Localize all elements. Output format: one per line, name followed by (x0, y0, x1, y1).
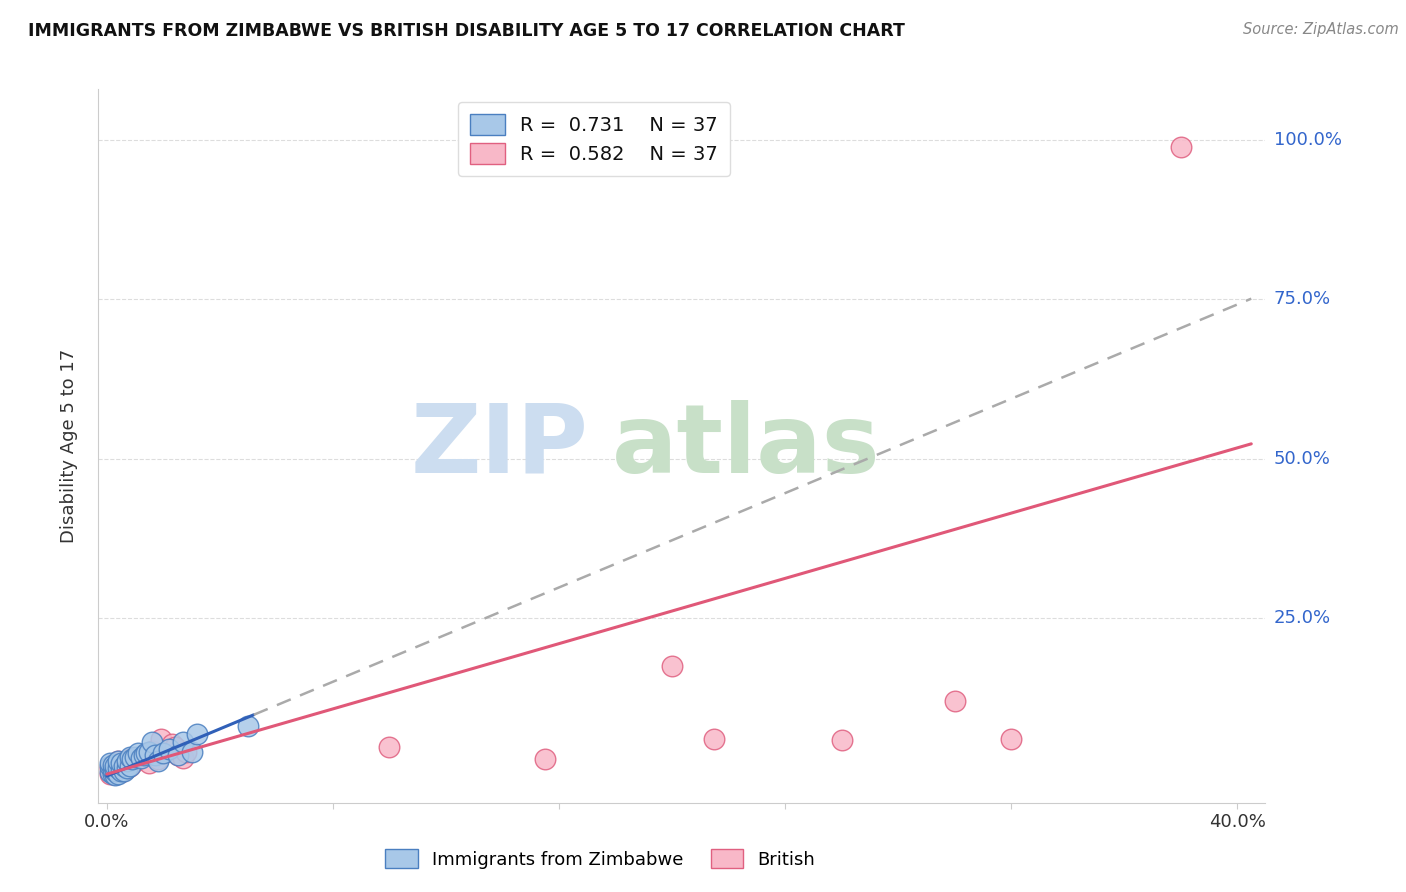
Point (127, 746, 149, 760)
Point (172, 751, 194, 765)
Text: atlas: atlas (612, 400, 880, 492)
Point (104, 764, 127, 778)
Point (98, 767, 121, 781)
Point (534, 752, 557, 766)
Point (943, 694, 966, 708)
Text: Source: ZipAtlas.com: Source: ZipAtlas.com (1243, 22, 1399, 37)
Point (121, 756, 143, 771)
Point (141, 735, 163, 749)
Point (152, 746, 174, 760)
Point (118, 759, 141, 773)
Point (124, 755, 146, 769)
Point (118, 752, 141, 766)
Point (174, 745, 197, 759)
Point (118, 750, 141, 764)
Point (107, 764, 129, 778)
Text: 75.0%: 75.0% (1274, 291, 1331, 309)
Text: ZIP: ZIP (411, 400, 589, 492)
Point (1000, 732, 1022, 747)
Point (101, 759, 124, 773)
Point (129, 750, 152, 764)
Point (186, 727, 208, 741)
Point (101, 765, 124, 780)
Point (115, 755, 138, 769)
Point (138, 756, 160, 771)
Point (104, 756, 127, 771)
Point (101, 767, 124, 781)
Point (104, 759, 127, 773)
Point (110, 765, 132, 780)
Point (115, 761, 138, 775)
Point (104, 767, 127, 781)
Point (180, 745, 202, 759)
Point (124, 750, 146, 764)
Legend: Immigrants from Zimbabwe, British: Immigrants from Zimbabwe, British (378, 841, 823, 876)
Point (1170, 139, 1192, 153)
Y-axis label: Disability Age 5 to 17: Disability Age 5 to 17 (59, 349, 77, 543)
Point (121, 752, 143, 766)
Point (238, 719, 260, 733)
Point (127, 752, 149, 766)
Text: 50.0%: 50.0% (1274, 450, 1330, 467)
Point (115, 761, 138, 775)
Point (112, 763, 135, 777)
Point (135, 746, 157, 760)
Point (107, 767, 129, 781)
Point (172, 735, 194, 749)
Point (160, 737, 183, 751)
Point (98, 759, 121, 773)
Point (166, 747, 188, 762)
Point (146, 752, 169, 766)
Point (110, 759, 132, 773)
Point (129, 751, 152, 765)
Point (661, 658, 683, 673)
Point (110, 764, 132, 778)
Point (98, 756, 121, 770)
Text: 100.0%: 100.0% (1274, 131, 1341, 149)
Point (118, 759, 141, 773)
Point (143, 747, 166, 762)
Text: IMMIGRANTS FROM ZIMBABWE VS BRITISH DISABILITY AGE 5 TO 17 CORRELATION CHART: IMMIGRANTS FROM ZIMBABWE VS BRITISH DISA… (28, 22, 905, 40)
Point (831, 733, 853, 747)
Point (112, 764, 135, 778)
Point (101, 763, 124, 777)
Point (107, 755, 129, 769)
Point (141, 743, 163, 757)
Point (157, 741, 180, 756)
Point (101, 757, 124, 772)
Text: 25.0%: 25.0% (1274, 609, 1331, 627)
Point (104, 763, 127, 777)
Point (132, 747, 155, 762)
Point (112, 757, 135, 772)
Point (378, 739, 401, 754)
Point (163, 739, 186, 754)
Point (107, 755, 129, 769)
Point (132, 747, 155, 762)
Point (98, 761, 121, 775)
Point (166, 747, 188, 762)
Point (104, 768, 127, 782)
Point (146, 755, 169, 769)
Point (149, 732, 172, 747)
Point (98, 765, 121, 780)
Point (115, 755, 138, 769)
Point (112, 759, 135, 773)
Point (107, 761, 129, 775)
Point (703, 732, 725, 747)
Point (155, 745, 177, 759)
Point (110, 756, 132, 771)
Point (138, 745, 160, 759)
